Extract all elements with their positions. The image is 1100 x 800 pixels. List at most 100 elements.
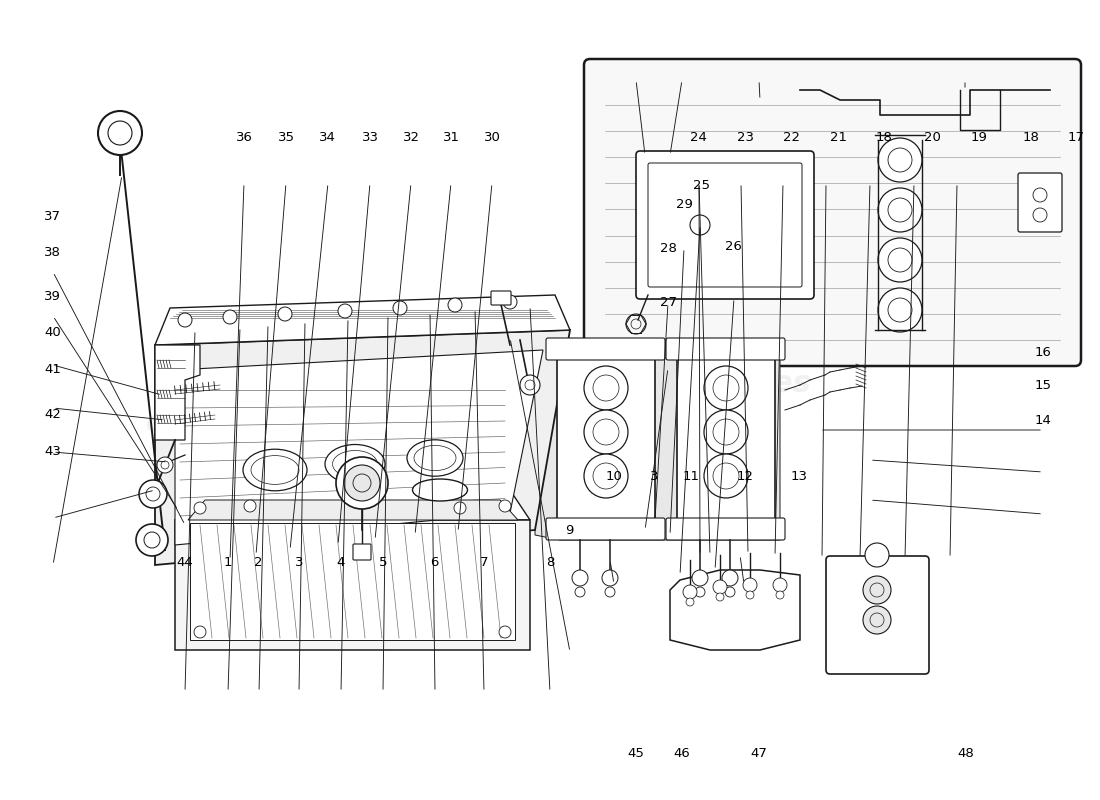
FancyBboxPatch shape [1018, 173, 1062, 232]
FancyBboxPatch shape [353, 544, 371, 560]
Text: 1: 1 [223, 556, 232, 569]
Text: 48: 48 [957, 747, 975, 760]
Text: 31: 31 [442, 131, 460, 144]
Circle shape [393, 301, 407, 315]
FancyBboxPatch shape [584, 59, 1081, 366]
Ellipse shape [243, 450, 307, 490]
Text: 35: 35 [277, 131, 295, 144]
Text: 17: 17 [1067, 131, 1085, 144]
Circle shape [878, 188, 922, 232]
Circle shape [746, 591, 754, 599]
Circle shape [722, 570, 738, 586]
Polygon shape [155, 295, 570, 345]
Text: 30: 30 [484, 131, 502, 144]
Text: 28: 28 [660, 242, 678, 254]
Circle shape [878, 288, 922, 332]
Circle shape [338, 304, 352, 318]
Circle shape [584, 454, 628, 498]
FancyBboxPatch shape [676, 345, 776, 526]
Circle shape [742, 578, 757, 592]
Circle shape [454, 502, 466, 514]
Circle shape [194, 626, 206, 638]
Text: 6: 6 [430, 556, 439, 569]
Polygon shape [175, 350, 543, 545]
Circle shape [157, 457, 173, 473]
Text: 33: 33 [362, 131, 380, 144]
Polygon shape [155, 330, 570, 565]
FancyBboxPatch shape [546, 518, 666, 540]
Circle shape [704, 410, 748, 454]
Circle shape [776, 591, 784, 599]
FancyBboxPatch shape [636, 151, 814, 299]
Text: 47: 47 [750, 747, 768, 760]
Circle shape [336, 457, 388, 509]
Text: 12: 12 [736, 470, 754, 482]
Circle shape [278, 307, 292, 321]
Text: 24: 24 [690, 131, 707, 144]
Circle shape [136, 524, 168, 556]
Text: 39: 39 [44, 290, 62, 302]
Text: 37: 37 [44, 210, 62, 222]
Circle shape [499, 500, 512, 512]
Polygon shape [535, 330, 780, 540]
Circle shape [584, 366, 628, 410]
Text: eurospares: eurospares [618, 370, 812, 398]
Text: 18: 18 [876, 131, 893, 144]
Text: 27: 27 [660, 296, 678, 309]
Circle shape [683, 585, 697, 599]
Circle shape [144, 532, 159, 548]
Circle shape [448, 298, 462, 312]
Text: 41: 41 [44, 363, 62, 376]
Ellipse shape [324, 445, 385, 483]
Text: 3: 3 [650, 470, 659, 482]
Circle shape [575, 587, 585, 597]
Circle shape [605, 587, 615, 597]
Ellipse shape [407, 440, 463, 476]
Text: 2: 2 [254, 556, 263, 569]
Text: 26: 26 [725, 240, 742, 253]
FancyBboxPatch shape [826, 556, 930, 674]
Polygon shape [175, 490, 530, 520]
Circle shape [878, 238, 922, 282]
Circle shape [146, 487, 160, 501]
Circle shape [725, 587, 735, 597]
Circle shape [194, 502, 206, 514]
Circle shape [716, 593, 724, 601]
Text: 44: 44 [176, 556, 194, 569]
Text: 5: 5 [378, 556, 387, 569]
Polygon shape [155, 345, 200, 440]
Text: 4: 4 [337, 556, 345, 569]
Text: 25: 25 [693, 179, 711, 192]
Text: 18: 18 [1022, 131, 1040, 144]
Circle shape [878, 138, 922, 182]
Circle shape [499, 626, 512, 638]
Circle shape [344, 465, 380, 501]
Circle shape [178, 313, 192, 327]
FancyBboxPatch shape [557, 345, 654, 526]
FancyBboxPatch shape [666, 518, 785, 540]
Circle shape [139, 480, 167, 508]
Circle shape [686, 598, 694, 606]
Circle shape [713, 580, 727, 594]
Circle shape [704, 454, 748, 498]
Text: 9: 9 [565, 524, 574, 537]
Text: 23: 23 [737, 131, 755, 144]
Text: 21: 21 [829, 131, 847, 144]
Text: 19: 19 [970, 131, 988, 144]
Text: eurospares: eurospares [145, 410, 339, 438]
Text: 32: 32 [403, 131, 420, 144]
Text: 46: 46 [673, 747, 691, 760]
Circle shape [223, 310, 236, 324]
Text: 40: 40 [44, 326, 62, 338]
Text: 7: 7 [480, 556, 488, 569]
Circle shape [704, 366, 748, 410]
FancyBboxPatch shape [666, 338, 785, 360]
Text: 29: 29 [675, 198, 693, 211]
Text: 22: 22 [783, 131, 801, 144]
Circle shape [695, 587, 705, 597]
Text: 3: 3 [295, 556, 304, 569]
Text: 8: 8 [546, 556, 554, 569]
Text: 16: 16 [1034, 346, 1052, 358]
Text: 42: 42 [44, 408, 62, 421]
Circle shape [525, 380, 535, 390]
